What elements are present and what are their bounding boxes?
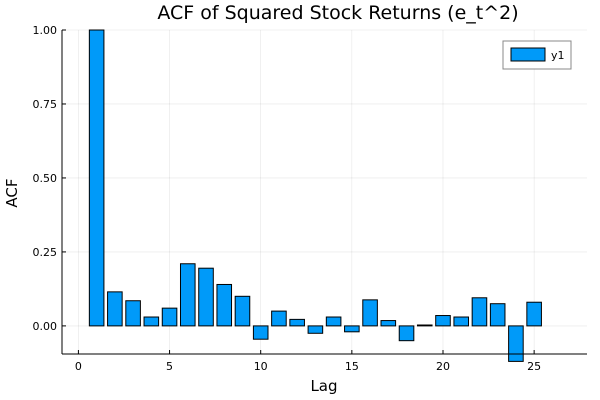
bar-lag-24 (508, 325, 524, 362)
bar-lag-13 (307, 325, 324, 334)
chart-title: ACF of Squared Stock Returns (e_t^2) (157, 2, 518, 24)
x-tick-label-2: 10 (254, 360, 268, 373)
x-tick-label-4: 20 (436, 360, 450, 373)
y-axis-label: ACF (3, 178, 21, 207)
bar-lag-1 (88, 29, 105, 327)
bar-lag-7 (198, 267, 214, 327)
bar-lag-11 (271, 310, 287, 327)
bar-lag-12 (289, 318, 305, 327)
bar-lag-17 (380, 320, 397, 327)
bar-lag-4 (143, 316, 160, 327)
y-tick-label-3: 0.75 (33, 98, 58, 111)
bar-lag-21 (453, 316, 470, 327)
bar-lag-3 (125, 300, 141, 327)
legend-swatch (510, 47, 546, 62)
bar-lag-14 (325, 316, 342, 327)
bar-lag-16 (362, 299, 378, 327)
bar-lag-15 (344, 325, 360, 333)
bar-lag-23 (489, 303, 506, 327)
y-tick-label-0: 0.00 (33, 320, 58, 333)
axes: 0 5 10 15 20 25 0.00 0.25 0.50 0.75 1.00 (33, 24, 587, 373)
bar-lag-25 (526, 301, 542, 327)
y-tick-label-2: 0.50 (33, 172, 58, 185)
x-tick-label-1: 5 (166, 360, 173, 373)
bars (88, 29, 542, 362)
x-axis-label: Lag (310, 377, 337, 395)
bar-lag-19 (416, 324, 433, 327)
y-tick-label-1: 0.25 (33, 246, 58, 259)
bar-lag-9 (234, 295, 251, 327)
legend: y1 (502, 40, 572, 70)
bar-lag-5 (161, 307, 178, 327)
bar-lag-6 (179, 263, 196, 327)
legend-label: y1 (551, 49, 565, 62)
bar-lag-18 (398, 325, 415, 342)
bar-lag-8 (216, 283, 233, 327)
y-tick-label-4: 1.00 (33, 24, 58, 37)
x-tick-label-3: 15 (345, 360, 359, 373)
bar-lag-10 (252, 325, 269, 340)
bar-lag-22 (471, 297, 488, 327)
x-tick-label-0: 0 (75, 360, 82, 373)
bar-lag-20 (435, 315, 451, 327)
x-tick-label-5: 25 (527, 360, 541, 373)
bar-lag-2 (107, 291, 123, 327)
